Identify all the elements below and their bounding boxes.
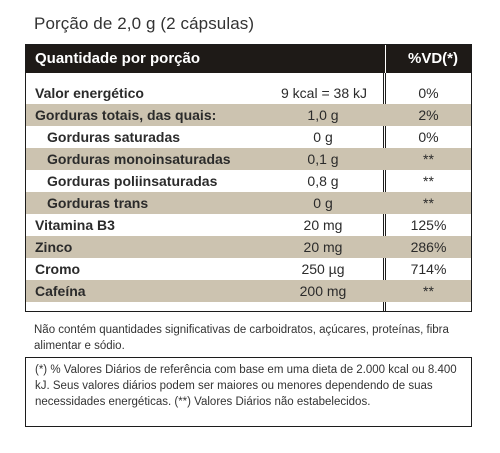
nutrient-vd: 714% xyxy=(410,261,447,277)
header-divider xyxy=(385,45,386,73)
nutrient-rows: Valor energético 9 kcal = 38 kJ 0% Gordu… xyxy=(26,82,471,302)
header-label: Quantidade por porção xyxy=(35,50,201,67)
nutrient-vd: 0% xyxy=(418,85,439,101)
table-row: Cromo 250 µg 714% xyxy=(26,258,471,280)
nutrient-vd: ** xyxy=(423,283,434,299)
table-row: Cafeína 200 mg ** xyxy=(26,280,471,302)
serving-size: Porção de 2,0 g (2 cápsulas) xyxy=(34,14,255,33)
table-row: Gorduras saturadas 0 g 0% xyxy=(26,126,471,148)
nutrient-vd: 286% xyxy=(410,239,447,255)
reference-note-text: (*) % Valores Diários de referência com … xyxy=(35,364,457,408)
table-row: Gorduras monoinsaturadas 0,1 g ** xyxy=(26,148,471,170)
nutrient-name: Gorduras poliinsaturadas xyxy=(47,173,218,189)
reference-note-box: (*) % Valores Diários de referência com … xyxy=(25,357,472,427)
nutrient-amount: 0 g xyxy=(313,195,333,211)
nutrient-vd: ** xyxy=(423,151,434,167)
nutrient-name: Cromo xyxy=(35,261,81,277)
nutrient-name: Valor energético xyxy=(35,85,144,101)
nutrient-amount: 0,1 g xyxy=(307,151,339,167)
nutrient-amount: 9 kcal = 38 kJ xyxy=(281,85,367,101)
nutrient-name: Cafeína xyxy=(35,283,86,299)
nutrient-amount: 20 mg xyxy=(303,239,343,255)
table-row: Vitamina B3 20 mg 125% xyxy=(26,214,471,236)
nutrient-vd: ** xyxy=(423,173,434,189)
nutrient-vd: 0% xyxy=(418,129,439,145)
table-row: Valor energético 9 kcal = 38 kJ 0% xyxy=(26,82,471,104)
nutrient-name: Gorduras saturadas xyxy=(47,129,181,145)
nutrient-amount: 200 mg xyxy=(299,283,347,299)
footnote-text: Não contém quantidades significativas de… xyxy=(34,324,449,352)
nutrient-amount: 0 g xyxy=(313,129,333,145)
nutrient-name: Gorduras totais, das quais: xyxy=(35,107,217,123)
nutrient-vd: 2% xyxy=(418,107,439,123)
table-row: Zinco 20 mg 286% xyxy=(26,236,471,258)
nutrient-vd: ** xyxy=(423,195,434,211)
header-vd: %VD(*) xyxy=(408,50,459,67)
nutrient-amount: 1,0 g xyxy=(307,107,339,123)
nutrient-amount: 0,8 g xyxy=(307,173,339,189)
nutrient-name: Gorduras monoinsaturadas xyxy=(47,151,231,167)
nutrient-name: Zinco xyxy=(35,239,73,255)
nutrient-name: Gorduras trans xyxy=(47,195,149,211)
table-header: Quantidade por porção %VD(*) xyxy=(26,45,471,73)
nutrient-name: Vitamina B3 xyxy=(35,217,115,233)
nutrient-vd: 125% xyxy=(410,217,447,233)
nutrient-amount: 250 µg xyxy=(301,261,345,277)
table-row: Gorduras poliinsaturadas 0,8 g ** xyxy=(26,170,471,192)
nutrition-table: Quantidade por porção %VD(*) Valor energ… xyxy=(25,44,472,312)
nutrient-amount: 20 mg xyxy=(303,217,343,233)
table-row: Gorduras trans 0 g ** xyxy=(26,192,471,214)
table-row: Gorduras totais, das quais: 1,0 g 2% xyxy=(26,104,471,126)
